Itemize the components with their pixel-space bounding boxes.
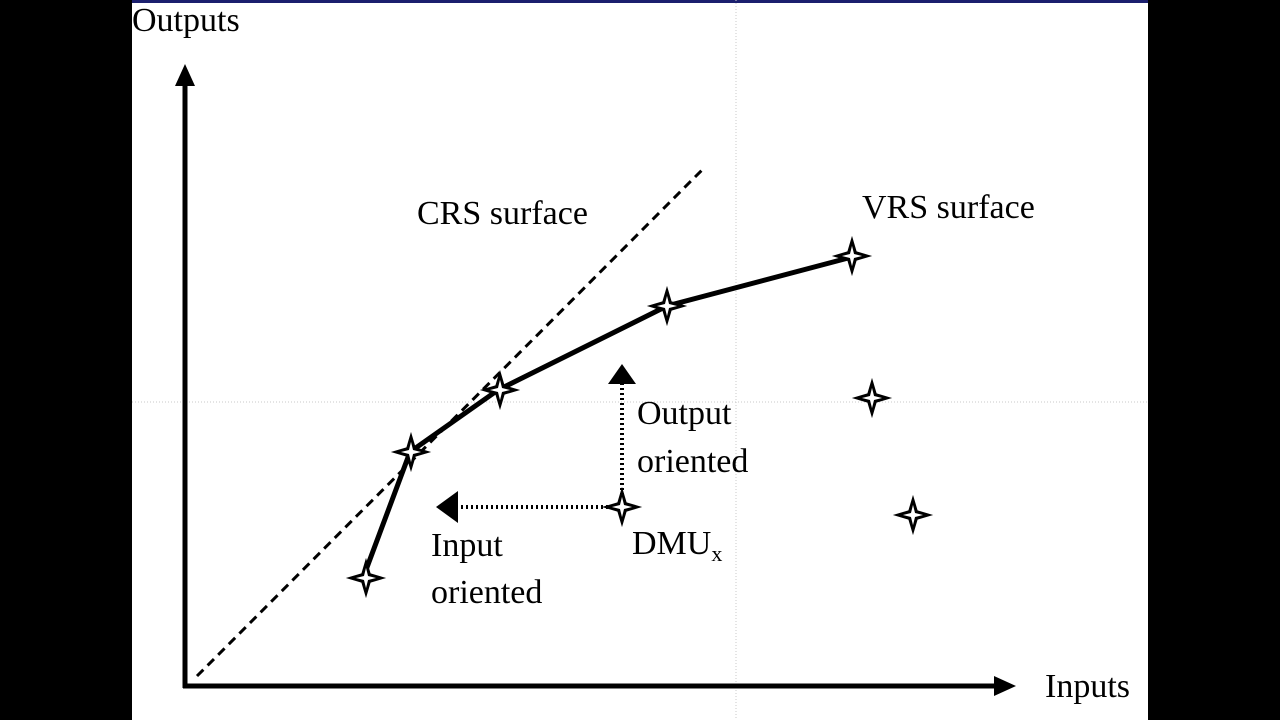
y-axis-arrowhead (175, 64, 195, 86)
dea-diagram: Outputs Inputs CRS surface VRS surface O… (132, 0, 1148, 720)
output-oriented-label-line1: Output (637, 395, 732, 432)
input-oriented-label-line1: Input (431, 527, 503, 564)
dmu-subscript: x (711, 541, 722, 566)
dmu-point-x (601, 486, 643, 528)
dmu-point-1 (345, 557, 387, 599)
input-oriented-arrowhead (436, 491, 458, 523)
output-oriented-label-line2: oriented (637, 443, 748, 480)
dmu-label-text: DMU (632, 525, 711, 562)
y-axis-label: Outputs (132, 2, 240, 39)
dmu-point-4 (646, 285, 688, 327)
x-axis-arrowhead (994, 676, 1016, 696)
slide: Outputs Inputs CRS surface VRS surface O… (132, 0, 1148, 720)
x-axis-label: Inputs (1045, 668, 1130, 705)
slide-top-border (132, 0, 1148, 3)
dmu-point-6 (851, 377, 893, 419)
output-oriented-arrowhead (608, 364, 636, 384)
dmu-point-5 (831, 235, 873, 277)
crs-surface-label: CRS surface (417, 195, 588, 232)
dmu-point-7 (892, 494, 934, 536)
dmu-point-2 (390, 431, 432, 473)
dmu-x-label: DMUx (632, 525, 722, 566)
vrs-surface-label: VRS surface (862, 189, 1035, 226)
dmu-point-3 (479, 369, 521, 411)
input-oriented-label-line2: oriented (431, 574, 542, 611)
